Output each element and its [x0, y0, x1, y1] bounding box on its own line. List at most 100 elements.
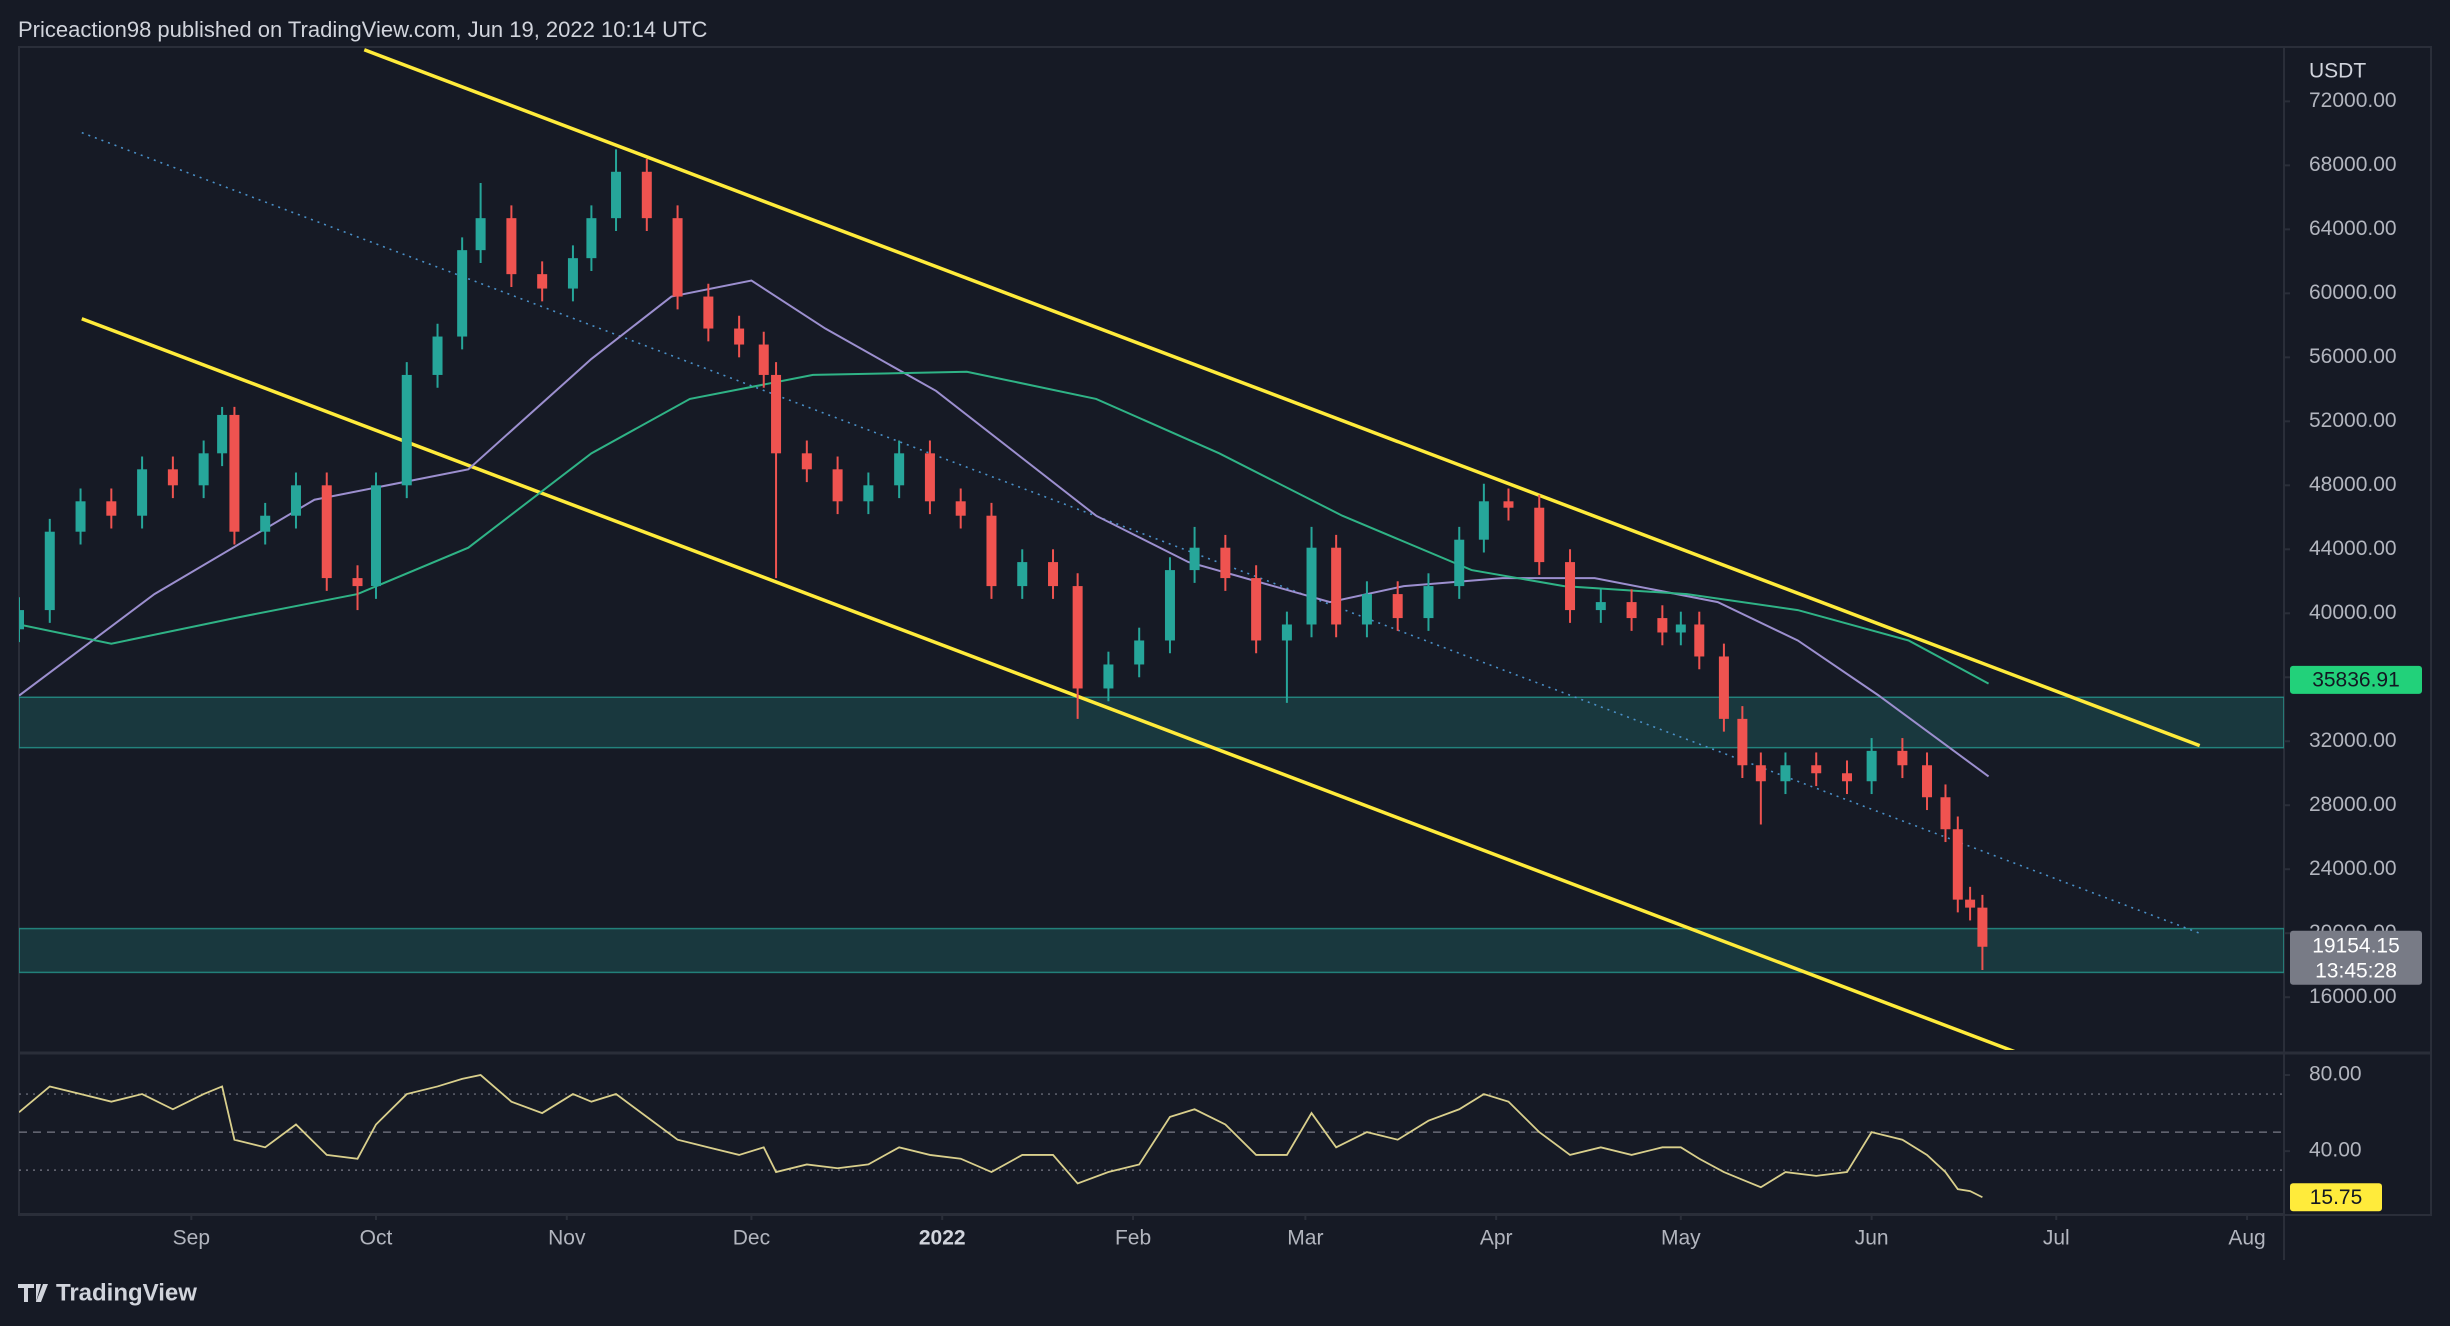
y-tick-label: 28000.00 — [2309, 793, 2397, 816]
zone — [19, 696, 2284, 749]
candle-body — [1940, 797, 1951, 830]
candle-body — [321, 485, 332, 579]
candle-body — [1626, 602, 1637, 619]
y-tick-label: 40.00 — [2309, 1139, 2362, 1162]
x-tick-label: Sep — [173, 1227, 210, 1250]
candle-body — [19, 610, 24, 630]
candle-body — [955, 501, 966, 516]
y-tick-label: 16000.00 — [2309, 985, 2397, 1008]
x-tick-label: Dec — [733, 1227, 770, 1250]
candle-body — [457, 250, 468, 337]
candle-body — [1897, 750, 1908, 766]
last-price-box — [2290, 930, 2422, 985]
candle-body — [1306, 547, 1317, 625]
x-tick-label: 2022 — [919, 1227, 966, 1250]
candle-body — [1718, 656, 1729, 719]
y-tick-label: 64000.00 — [2309, 217, 2397, 240]
candle-body — [1737, 718, 1748, 766]
candle-body — [1134, 640, 1145, 665]
zone — [19, 927, 2284, 974]
y-tick-label: 72000.00 — [2309, 89, 2397, 112]
candle-body — [1842, 773, 1853, 782]
candle-body — [611, 171, 622, 219]
y-tick-label: 44000.00 — [2309, 537, 2397, 560]
rsi-pane — [19, 1074, 2284, 1199]
candle-body — [1595, 602, 1606, 611]
candle-body — [137, 469, 148, 516]
y-tick-label: 52000.00 — [2309, 409, 2397, 432]
candle-body — [567, 258, 578, 289]
candle-body — [1251, 578, 1262, 641]
candle-body — [832, 469, 843, 502]
countdown-label: 13:45:28 — [2315, 959, 2397, 982]
y-tick-label: 68000.00 — [2309, 153, 2397, 176]
y-tick-label: 60000.00 — [2309, 281, 2397, 304]
rsi-value-box — [2290, 1183, 2382, 1212]
candle-body — [1922, 765, 1933, 798]
candle-body — [1281, 624, 1292, 641]
y-tick-label: 24000.00 — [2309, 857, 2397, 880]
candle-body — [586, 218, 597, 259]
candle-body — [75, 501, 86, 532]
y-tick-label: 48000.00 — [2309, 473, 2397, 496]
x-tick-label: Jun — [1855, 1227, 1889, 1250]
x-tick-label: Feb — [1115, 1227, 1151, 1250]
candle-body — [672, 218, 683, 297]
candle-body — [894, 453, 905, 486]
candle-body — [1189, 547, 1200, 571]
candle-body — [1965, 899, 1976, 908]
candle-body — [506, 218, 517, 275]
candle-body — [1657, 618, 1668, 633]
last-price-label: 19154.15 — [2312, 934, 2400, 957]
candle-body — [1392, 594, 1403, 619]
x-tick-label: May — [1661, 1227, 1701, 1250]
logo: TradingView — [18, 1279, 197, 1306]
candle-body — [106, 501, 117, 516]
price-mark-box — [2290, 665, 2422, 694]
candle-body — [1164, 570, 1175, 641]
candle-body — [1220, 547, 1231, 579]
candle-body — [290, 485, 301, 516]
price-mark-label: 35836.91 — [2312, 668, 2400, 691]
candle-body — [260, 515, 271, 532]
candle-body — [1694, 624, 1705, 657]
candle-body — [1017, 562, 1028, 587]
axes: 16000.0020000.0024000.0028000.0032000.00… — [173, 89, 2422, 1250]
candle-body — [1331, 547, 1342, 625]
x-tick-label: Apr — [1480, 1227, 1513, 1250]
price-pane — [19, 48, 2284, 1050]
moving-average — [19, 370, 1990, 685]
candle-body — [1454, 539, 1465, 587]
x-tick-label: Nov — [548, 1227, 586, 1250]
candle-body — [1103, 664, 1114, 689]
candle-body — [1534, 507, 1545, 563]
candle-body — [924, 453, 935, 502]
x-tick-label: Jul — [2043, 1227, 2070, 1250]
candle-body — [734, 328, 745, 345]
candle-body — [1780, 765, 1791, 782]
y-tick-label: 56000.00 — [2309, 345, 2397, 368]
candle-body — [986, 515, 997, 587]
candle-body — [198, 453, 209, 486]
candle-body — [1048, 562, 1059, 587]
y-tick-label: 80.00 — [2309, 1063, 2362, 1086]
x-tick-label: Aug — [2228, 1227, 2265, 1250]
candle-body — [1503, 501, 1514, 508]
candle-body — [1866, 750, 1877, 782]
candle-body — [1675, 624, 1686, 633]
candle-body — [401, 374, 412, 486]
rsi-line — [19, 1074, 1983, 1199]
candle-body — [537, 274, 548, 289]
logo-icon — [18, 1284, 48, 1302]
currency-label: USDT — [2309, 60, 2366, 83]
publisher-line: Priceaction98 published on TradingView.c… — [18, 17, 707, 42]
candle-body — [44, 531, 55, 611]
candle-body — [1952, 829, 1963, 900]
candle-body — [1755, 765, 1766, 782]
trendline — [363, 48, 2201, 748]
x-tick-label: Oct — [360, 1227, 393, 1250]
x-tick-label: Mar — [1287, 1227, 1323, 1250]
